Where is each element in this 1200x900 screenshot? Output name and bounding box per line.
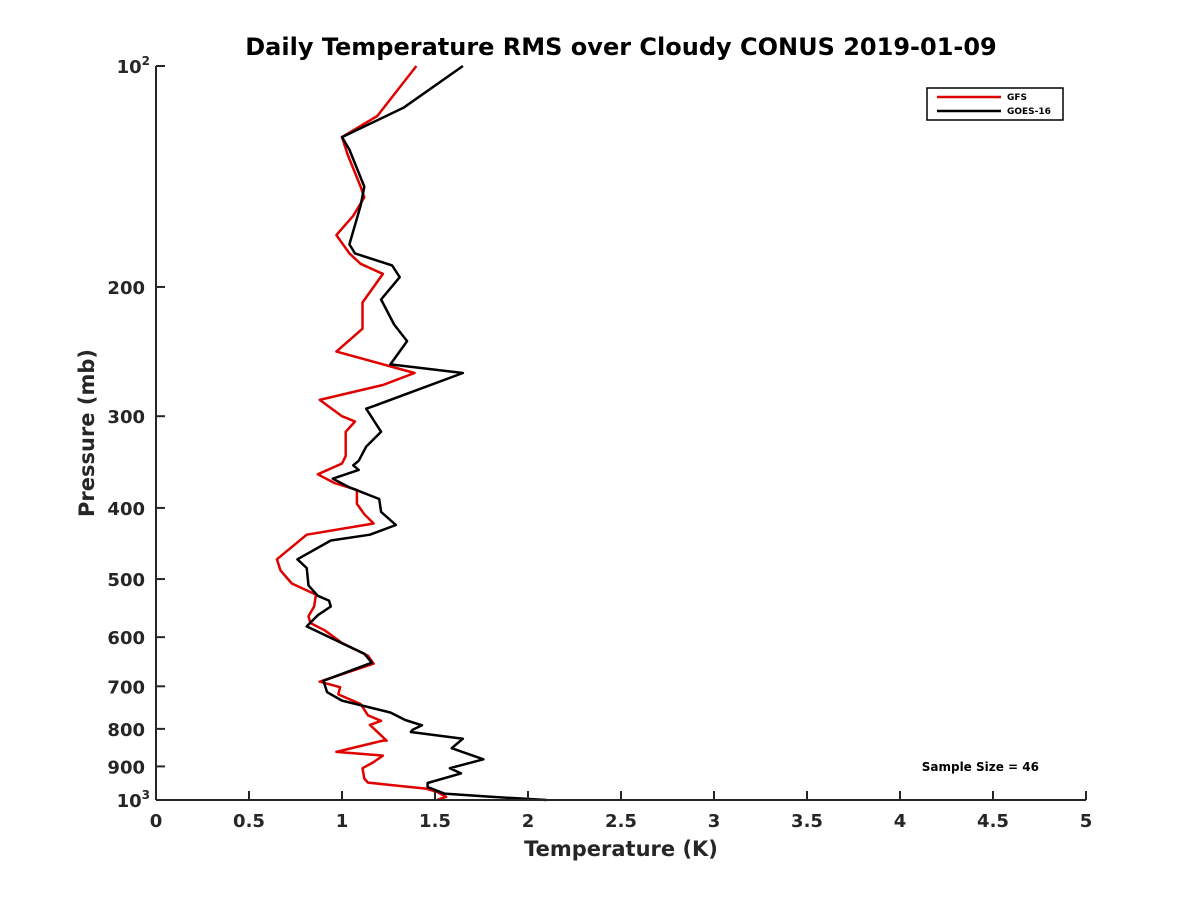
series-line-gfs xyxy=(275,65,448,802)
x-tick-label: 0 xyxy=(150,811,163,832)
y-tick-label: 900 xyxy=(107,757,145,778)
legend-box xyxy=(926,87,1064,121)
y-tick-label: 102 xyxy=(117,54,150,78)
y-tick-label: 400 xyxy=(107,499,145,520)
y-tick-label: 800 xyxy=(107,720,145,741)
x-axis-ticks: 0 0.5 1 1.5 2 2.5 3 3.5 4 4.5 5 xyxy=(150,791,1093,832)
legend-label-gfs: GFS xyxy=(1007,93,1027,103)
y-tick-label: 500 xyxy=(107,570,145,591)
y-tick-label: 103 xyxy=(117,788,150,812)
x-tick-label: 0.5 xyxy=(233,811,265,832)
y-tick-label: 300 xyxy=(107,407,145,428)
x-axis-label: Temperature (K) xyxy=(524,837,718,861)
y-axis-ticks: 102 200 300 400 500 600 700 800 900 103 xyxy=(107,54,165,812)
x-tick-label: 4 xyxy=(894,811,907,832)
x-tick-label: 5 xyxy=(1080,811,1093,832)
y-tick-label: 600 xyxy=(107,628,145,649)
sample-size-annotation: Sample Size = 46 xyxy=(922,760,1039,774)
y-tick-label: 200 xyxy=(107,278,145,299)
chart-title: Daily Temperature RMS over Cloudy CONUS … xyxy=(245,33,997,61)
y-tick-label: 700 xyxy=(107,677,145,698)
y-axis-label: Pressure (mb) xyxy=(75,349,99,517)
legend: GFS GOES-16 xyxy=(926,87,1064,121)
legend-label-goes16: GOES-16 xyxy=(1007,107,1051,117)
x-tick-label: 1.5 xyxy=(419,811,451,832)
x-tick-label: 2 xyxy=(522,811,535,832)
x-tick-label: 3 xyxy=(708,811,721,832)
x-tick-label: 4.5 xyxy=(977,811,1009,832)
series-layer xyxy=(275,64,547,802)
x-tick-label: 1 xyxy=(336,811,349,832)
x-tick-label: 2.5 xyxy=(605,811,637,832)
x-tick-label: 3.5 xyxy=(791,811,823,832)
series-line-goes-16 xyxy=(296,64,547,802)
plot-area xyxy=(156,66,1086,800)
